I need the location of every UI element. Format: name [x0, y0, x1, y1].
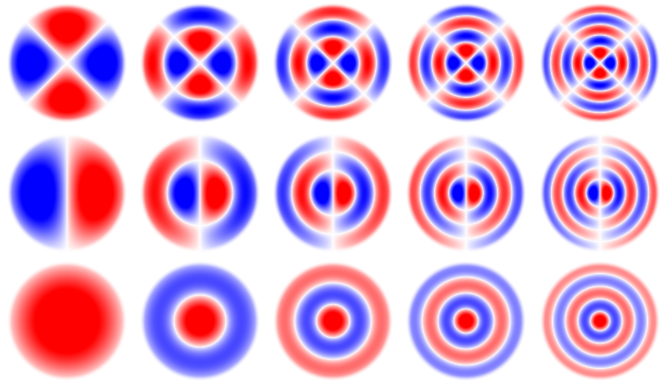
mode-disc-n1-m5 — [540, 133, 660, 253]
mode-disc-n0-m4 — [406, 261, 526, 381]
mode-disc-n2-m5 — [540, 3, 660, 123]
mode-disc-n0-m5 — [540, 261, 660, 381]
mode-disc-n1-m4 — [406, 133, 526, 253]
mode-disc-n1-m3 — [273, 133, 393, 253]
mode-disc-n2-m2 — [140, 3, 260, 123]
mode-disc-n0-m2 — [140, 261, 260, 381]
mode-disc-n0-m3 — [273, 261, 393, 381]
mode-disc-n1-m1 — [7, 133, 127, 253]
mode-disc-n2-m3 — [273, 3, 393, 123]
mode-disc-n2-m1 — [7, 3, 127, 123]
mode-disc-n0-m1 — [7, 261, 127, 381]
mode-disc-n2-m4 — [406, 3, 526, 123]
mode-disc-n1-m2 — [140, 133, 260, 253]
